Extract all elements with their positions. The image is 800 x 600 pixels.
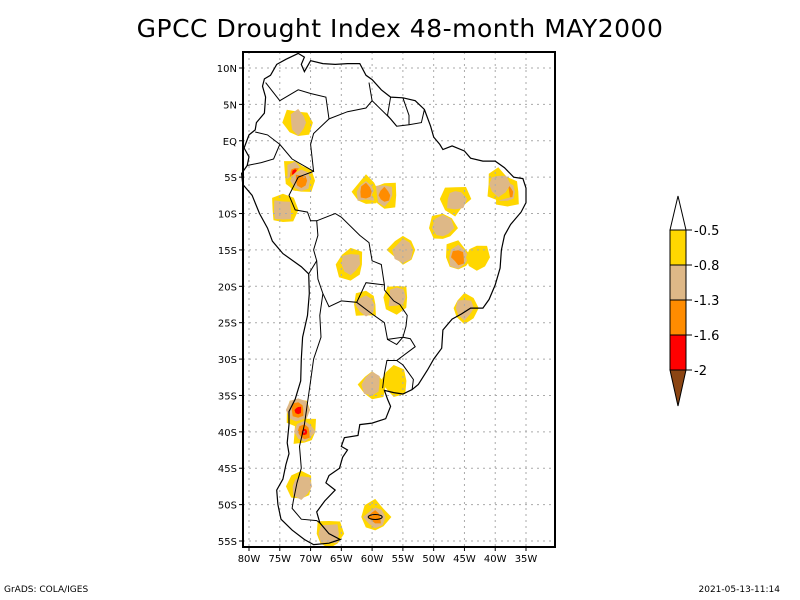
drought-patch-bahia-goias — [451, 250, 464, 266]
y-tick-label: 35S — [218, 391, 237, 402]
drought-patch-pampas-2 — [380, 365, 407, 397]
drought-patch-paraguay-chaco — [388, 287, 406, 307]
y-tick-label: 15S — [218, 246, 237, 257]
y-tick-label: 20S — [218, 282, 237, 293]
drought-patch-peru-south — [273, 200, 292, 220]
drought-patch-minas-gerais — [466, 245, 490, 271]
x-tick-label: 70W — [299, 554, 322, 565]
colorbar-label: -0.5 — [694, 224, 719, 239]
x-tick-label: 50W — [422, 554, 445, 565]
drought-patch-central-chile — [294, 406, 302, 415]
drought-patch-northeast-brazil-ring — [489, 175, 511, 198]
y-tick-label: EQ — [223, 137, 237, 148]
country-border — [316, 260, 385, 308]
drought-patch-central-amazon — [360, 182, 372, 199]
country-border — [396, 360, 414, 390]
footer-timestamp: 2021-05-13-11:14 — [698, 585, 781, 595]
y-tick-label: 40S — [218, 428, 237, 439]
drought-patch-falklands — [367, 510, 381, 524]
country-border — [386, 97, 398, 127]
grid-layer — [243, 52, 555, 547]
y-tick-label: 50S — [218, 501, 237, 512]
country-border — [288, 170, 319, 275]
x-tick-label: 60W — [361, 554, 384, 565]
drought-patch-colombia — [290, 108, 306, 136]
drought-patch-northern-argentina — [355, 295, 375, 317]
map-title: GPCC Drought Index 48-month MAY2000 — [136, 14, 664, 43]
drought-patch-bolivia — [341, 254, 361, 276]
colorbar-bottom-arrow — [669, 369, 687, 407]
falklands-outline — [367, 513, 383, 520]
y-tick-label: 10S — [218, 210, 237, 221]
colorbar: -0.5 -0.8 -1.3 -1.6 -2 — [669, 195, 719, 407]
drought-patch-tocantins — [432, 214, 455, 237]
drought-fill-layer — [272, 108, 519, 549]
colorbar-label: -0.8 — [694, 259, 719, 274]
country-border — [356, 289, 408, 340]
x-tick-label: 80W — [238, 554, 261, 565]
drought-patch-northwest-amazon-ring — [295, 174, 308, 188]
y-tick-label: 10N — [217, 64, 237, 75]
drought-patch-maranhao — [447, 191, 468, 210]
y-axis-ticks: 10N 5N EQ 5S 10S 15S 20S 25S 30S 35S 40S 45S 50S 55S — [217, 64, 243, 548]
country-border — [382, 336, 416, 389]
country-border — [371, 100, 425, 127]
colorbar-label: -1.3 — [694, 294, 719, 309]
country-border — [316, 212, 385, 290]
y-tick-label: 30S — [218, 355, 237, 366]
drought-patch-central-amazon-2 — [378, 186, 391, 202]
colorbar-label: -1.6 — [694, 329, 719, 344]
footer-credit: GrADS: COLA/IGES — [4, 585, 89, 595]
colorbar-label: -2 — [694, 364, 707, 379]
colorbar-top-arrow — [669, 195, 687, 231]
colorbar-segment — [669, 334, 687, 371]
x-tick-label: 55W — [392, 554, 415, 565]
country-border — [328, 82, 373, 120]
x-tick-label: 35W — [515, 554, 538, 565]
y-tick-label: 5N — [223, 100, 237, 111]
x-tick-label: 45W — [453, 554, 476, 565]
map-frame — [242, 51, 556, 548]
country-border — [247, 144, 281, 166]
coastline-layer — [240, 52, 527, 546]
colorbar-segment — [669, 299, 687, 336]
y-tick-label: 45S — [218, 464, 237, 475]
country-border — [402, 97, 410, 125]
y-tick-label: 55S — [218, 537, 237, 548]
x-axis-ticks: 80W 75W 70W 65W 60W 55W 50W 45W 40W 35W — [238, 547, 538, 565]
south-america-coastline — [240, 52, 527, 546]
x-tick-label: 65W — [330, 554, 353, 565]
y-tick-label: 25S — [218, 319, 237, 330]
colorbar-segment — [669, 264, 687, 301]
x-tick-label: 75W — [268, 554, 291, 565]
x-tick-label: 40W — [484, 554, 507, 565]
country-border — [291, 293, 324, 524]
y-tick-label: 5S — [224, 173, 237, 184]
colorbar-segment — [669, 229, 687, 266]
drought-patch-pampas — [361, 371, 380, 396]
